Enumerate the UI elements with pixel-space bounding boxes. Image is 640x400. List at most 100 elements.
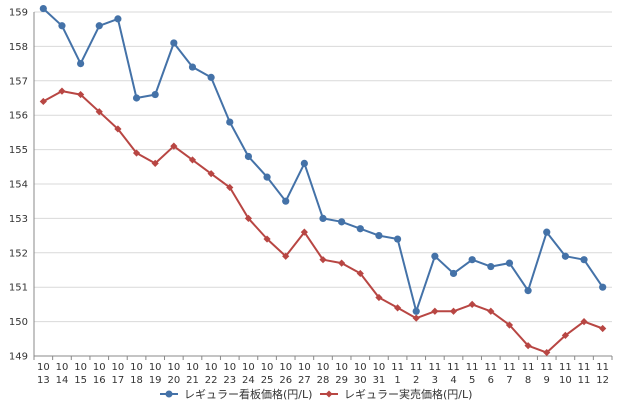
x-tick-label-day: 19: [149, 375, 162, 386]
data-point-1: [132, 149, 141, 157]
data-point-1: [393, 304, 402, 312]
data-point-1: [375, 293, 383, 302]
data-point-1: [580, 318, 588, 326]
legend-label-0: レギュラー看板価格(円/L): [184, 387, 312, 400]
data-point-1: [561, 331, 569, 339]
x-tick-label-month: 11: [503, 362, 516, 373]
x-tick-label-day: 2: [413, 375, 419, 386]
data-point-0: [39, 4, 47, 13]
data-point-0: [412, 307, 420, 315]
x-tick-label-day: 26: [279, 375, 292, 386]
x-tick-label-month: 10: [149, 362, 162, 373]
data-point-1: [39, 97, 47, 106]
x-tick-label-day: 12: [596, 375, 609, 386]
data-point-0: [244, 152, 253, 161]
data-point-0: [561, 252, 569, 260]
x-tick-label-day: 10: [559, 375, 572, 386]
grid-layer: [34, 11, 612, 323]
data-point-1: [95, 108, 103, 116]
data-point-0: [338, 218, 346, 226]
x-tick-label-month: 10: [354, 362, 367, 373]
data-point-0: [524, 287, 532, 295]
data-point-1: [244, 214, 253, 222]
data-point-0: [599, 283, 607, 291]
data-point-0: [375, 232, 383, 240]
y-tick-label: 157: [9, 76, 28, 87]
y-tick-label: 155: [9, 145, 28, 156]
x-tick-label-day: 11: [578, 375, 591, 386]
data-point-0: [300, 159, 308, 167]
data-point-0: [505, 259, 514, 267]
x-tick-label-day: 6: [488, 375, 494, 386]
data-point-1: [524, 342, 532, 350]
data-point-1: [412, 314, 420, 322]
x-tick-label-day: 4: [450, 375, 456, 386]
x-tick-label-month: 11: [540, 362, 553, 373]
y-tick-label: 150: [9, 317, 28, 328]
data-point-0: [356, 225, 364, 233]
series-layer: [39, 4, 607, 357]
x-tick-label-month: 11: [522, 362, 535, 373]
data-point-0: [170, 39, 178, 47]
data-point-0: [263, 173, 271, 181]
x-tick-label-day: 22: [205, 375, 218, 386]
legend-marker-1: [325, 390, 333, 398]
x-tick-label-day: 3: [432, 375, 438, 386]
data-point-1: [77, 90, 85, 99]
legend-label-1: レギュラー実売価格(円/L): [344, 387, 472, 400]
x-tick-label-day: 31: [373, 375, 386, 386]
legend-marker-0: [165, 390, 173, 398]
y-tick-label: 159: [9, 8, 28, 19]
data-point-1: [170, 142, 178, 150]
x-tick-label-month: 10: [74, 362, 87, 373]
x-tick-label-day: 14: [56, 375, 69, 386]
x-tick-label-month: 11: [410, 362, 423, 373]
x-tick-label-month: 11: [578, 362, 591, 373]
data-point-1: [114, 125, 122, 133]
series-line-0: [42, 7, 604, 313]
x-tick-label-month: 10: [317, 362, 330, 373]
y-tick-label: 153: [9, 214, 28, 225]
x-tick-label-day: 20: [167, 375, 180, 386]
data-point-1: [188, 156, 197, 164]
x-tick-label-month: 10: [335, 362, 348, 373]
data-point-0: [95, 22, 103, 30]
x-tick-label-day: 21: [186, 375, 199, 386]
x-tick-label-month: 10: [112, 362, 125, 373]
y-tick-label: 149: [9, 352, 28, 363]
data-point-0: [580, 256, 588, 264]
data-point-0: [431, 252, 439, 260]
x-tick-label-day: 18: [130, 375, 143, 386]
data-point-1: [226, 183, 234, 192]
data-point-0: [58, 22, 66, 30]
y-tick-label: 154: [9, 180, 28, 191]
x-tick-label-day: 8: [525, 375, 531, 386]
data-point-0: [468, 256, 476, 264]
x-tick-label-day: 13: [37, 375, 50, 386]
x-tick-label-day: 7: [506, 375, 512, 386]
x-tick-label-month: 10: [186, 362, 199, 373]
x-tick-label-day: 30: [354, 375, 367, 386]
data-point-1: [543, 348, 551, 357]
x-tick-label-month: 10: [261, 362, 274, 373]
x-tick-label-day: 23: [223, 375, 236, 386]
x-tick-label-day: 16: [93, 375, 106, 386]
x-tick-label-month: 10: [242, 362, 255, 373]
x-tick-label-month: 10: [130, 362, 143, 373]
data-point-1: [599, 324, 607, 333]
x-tick-label-month: 10: [167, 362, 180, 373]
x-tick-label-day: 27: [298, 375, 311, 386]
data-point-1: [207, 170, 215, 178]
data-point-0: [151, 90, 159, 99]
data-point-1: [300, 228, 308, 236]
data-point-0: [393, 235, 402, 243]
x-tick-label-month: 10: [205, 362, 218, 373]
x-tick-label-day: 29: [335, 375, 348, 386]
x-tick-label-month: 10: [93, 362, 106, 373]
data-point-1: [338, 259, 346, 267]
x-tick-label-month: 10: [223, 362, 236, 373]
data-point-0: [132, 94, 141, 102]
data-point-0: [114, 15, 122, 23]
